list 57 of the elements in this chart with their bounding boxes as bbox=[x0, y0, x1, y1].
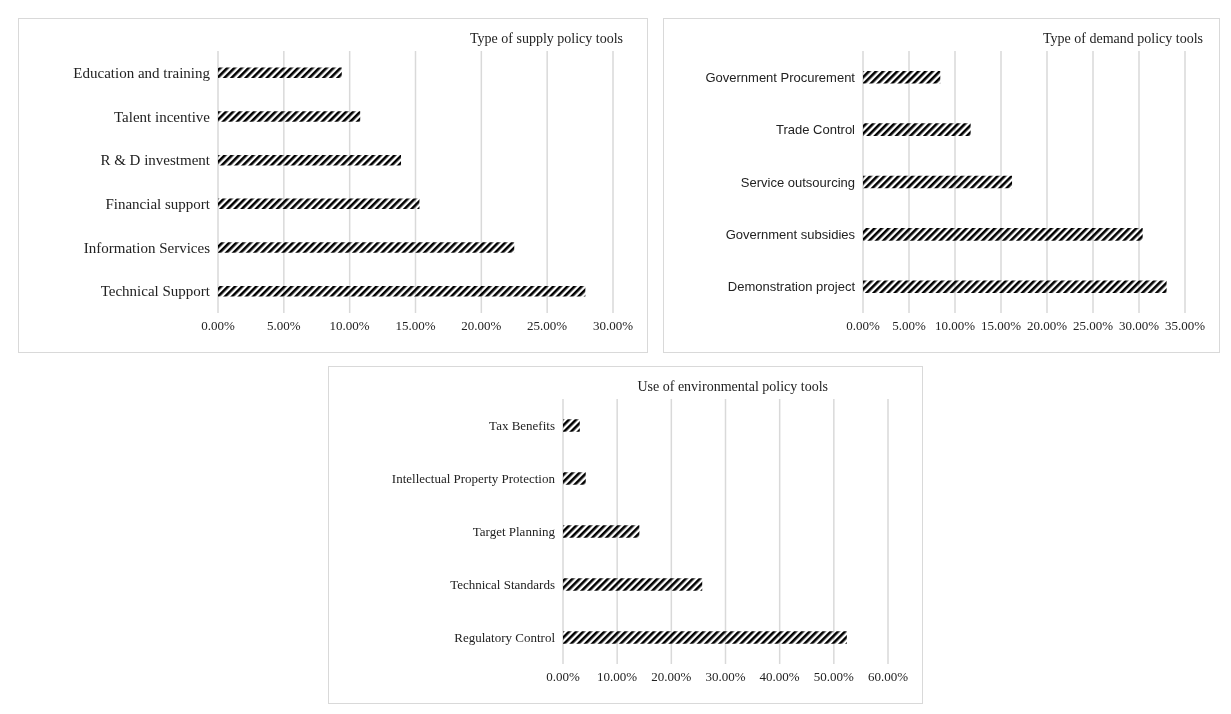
bar bbox=[218, 67, 342, 79]
x-tick-label: 0.00% bbox=[546, 669, 580, 685]
y-tick-label: Financial support bbox=[105, 196, 211, 213]
chart-title: Use of environmental policy tools bbox=[633, 379, 832, 395]
bar bbox=[218, 242, 515, 253]
x-tick-label: 25.00% bbox=[527, 318, 568, 334]
y-tick-label: Demonstration project bbox=[727, 279, 856, 295]
y-tick-label: Trade Control bbox=[776, 122, 856, 138]
x-tick-label: 30.00% bbox=[1118, 318, 1160, 334]
x-tick-label: 35.00% bbox=[1164, 318, 1206, 334]
bar bbox=[863, 70, 941, 84]
y-tick-label: Service outsourcing bbox=[740, 174, 855, 190]
y-tick-label: Intellectual Property Protection bbox=[391, 471, 556, 487]
x-tick-label: 15.00% bbox=[980, 318, 1022, 334]
x-tick-label: 50.00% bbox=[813, 669, 855, 685]
y-tick-label: Technical Support bbox=[100, 283, 211, 300]
y-tick-label: Target Planning bbox=[472, 524, 556, 540]
bar bbox=[563, 525, 640, 538]
x-tick-label: 60.00% bbox=[867, 669, 909, 685]
y-tick-label: Government subsidies bbox=[725, 227, 856, 243]
x-tick-label: 0.00% bbox=[201, 318, 235, 334]
y-tick-label: Education and training bbox=[73, 65, 211, 82]
bar bbox=[863, 280, 1167, 294]
bar bbox=[863, 123, 971, 136]
x-tick-label: 40.00% bbox=[759, 669, 800, 685]
y-tick-label: Government Procurement bbox=[705, 69, 856, 85]
y-tick-label: Technical Standards bbox=[450, 577, 555, 593]
bar bbox=[218, 285, 586, 297]
x-tick-label: 5.00% bbox=[892, 318, 926, 334]
x-tick-label: 30.00% bbox=[705, 669, 746, 685]
y-tick-label: Information Services bbox=[83, 239, 211, 256]
y-tick-label: R & D investment bbox=[100, 152, 211, 169]
y-tick-label: Talent incentive bbox=[114, 108, 211, 125]
bar bbox=[563, 631, 847, 644]
chart-title: Type of supply policy tools bbox=[465, 31, 627, 47]
y-tick-label: Tax Benefits bbox=[489, 418, 555, 434]
x-tick-label: 20.00% bbox=[1026, 318, 1068, 334]
x-tick-label: 10.00% bbox=[934, 318, 976, 334]
bar bbox=[563, 472, 586, 485]
x-tick-label: 0.00% bbox=[846, 318, 880, 334]
bar bbox=[218, 111, 361, 122]
x-tick-label: 20.00% bbox=[461, 318, 502, 334]
x-tick-label: 10.00% bbox=[597, 669, 638, 685]
chart-title: Type of demand policy tools bbox=[1039, 31, 1207, 47]
y-tick-label: Regulatory Control bbox=[454, 630, 556, 646]
x-tick-label: 30.00% bbox=[592, 318, 634, 334]
bar bbox=[218, 154, 402, 166]
x-tick-label: 15.00% bbox=[395, 318, 436, 334]
bar bbox=[563, 419, 580, 432]
bar bbox=[218, 198, 420, 210]
x-tick-label: 20.00% bbox=[651, 669, 692, 685]
bar bbox=[563, 578, 703, 591]
bar bbox=[863, 228, 1143, 241]
bar bbox=[863, 175, 1013, 189]
x-tick-label: 5.00% bbox=[267, 318, 301, 334]
x-tick-label: 25.00% bbox=[1072, 318, 1114, 334]
x-tick-label: 10.00% bbox=[329, 318, 370, 334]
